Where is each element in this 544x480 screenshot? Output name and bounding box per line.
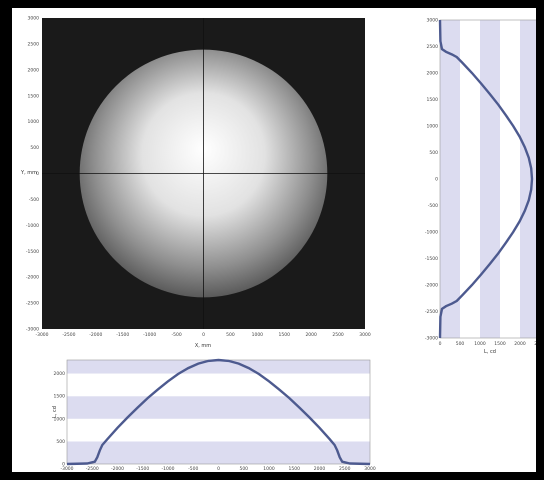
horizontal-profile-x-tick-label: -2500 <box>86 466 99 472</box>
vertical-profile-y-tick-label: 3000 <box>427 18 439 24</box>
vertical-profile-y-tick-label: 2000 <box>427 71 439 77</box>
horizontal-profile-y-tick-label: 1000 <box>54 416 66 422</box>
horizontal-profile-x-ticks: -3000 -2500 -2000 -1500 -1000 -500 0 500 1000 150… <box>60 466 375 472</box>
heatmap-y-tick-label: -1000 <box>26 223 39 229</box>
heatmap-y-ticks: 3000 2500 2000 1500 1000 500 0 -500 -1000 -1500 -2… <box>26 16 39 333</box>
heatmap-y-tick-label: -2500 <box>26 301 39 307</box>
horizontal-profile-panel: -3000 -2500 -2000 -1500 -1000 -500 0 500 1000 150… <box>52 358 376 472</box>
horizontal-profile-line <box>66 358 371 466</box>
vertical-profile-band <box>480 20 500 338</box>
vertical-profile-x-axis-label: L, cd <box>484 349 496 355</box>
vertical-profile-band <box>520 20 536 338</box>
horizontal-profile-x-tick-label: 2500 <box>339 466 351 472</box>
heatmap-y-tick-label: -1500 <box>26 249 39 255</box>
heatmap-y-tick-label: -3000 <box>26 327 39 333</box>
heatmap-y-tick-label: 1500 <box>28 93 40 99</box>
horizontal-profile-x-tick-label: 1000 <box>263 466 275 472</box>
vertical-profile-y-tick-label: -1000 <box>425 230 438 236</box>
horizontal-profile-x-tick-label: 0 <box>217 466 220 472</box>
vertical-profile-band <box>500 20 520 338</box>
horizontal-profile-y-tick-label: 0 <box>62 462 65 468</box>
horizontal-profile-band <box>67 373 370 397</box>
heatmap-x-tick-label: 1000 <box>252 332 264 338</box>
horizontal-profile-band <box>67 396 370 419</box>
heatmap-y-tick-label: 0 <box>36 171 39 177</box>
vertical-profile-y-ticks: 3000 2500 2000 1500 1000 500 0 -500 -1000 -1500 -2… <box>425 18 438 342</box>
horizontal-profile-y-tick-label: 500 <box>56 439 65 445</box>
heatmap-x-tick-label: 0 <box>202 332 205 338</box>
heatmap-x-tick-label: -500 <box>171 332 181 338</box>
heatmap-x-tick-label: 3000 <box>359 332 371 338</box>
vertical-profile-y-tick-label: 2500 <box>427 44 439 50</box>
vertical-profile-x-ticks: 0 500 1000 1500 2000 2500 <box>439 341 536 347</box>
figure: X, mm Y, mm -3000 -2500 -2000 -1500 -1000 -50… <box>20 16 536 472</box>
vertical-profile-bands <box>440 20 536 338</box>
heatmap-y-tick-label: -2000 <box>26 275 39 281</box>
horizontal-profile-bands <box>67 360 370 464</box>
vertical-profile-x-tick-label: 1000 <box>474 341 486 347</box>
horizontal-profile-x-tick-label: -3000 <box>60 466 73 472</box>
heatmap-y-axis-label: Y, mm <box>20 170 37 176</box>
vertical-profile-y-tick-label: 500 <box>429 150 438 156</box>
vertical-profile-panel: 0 500 1000 1500 2000 2500 3000 2500 2000 1500 100… <box>425 18 536 355</box>
vertical-profile-band <box>460 20 480 338</box>
horizontal-profile-x-tick-label: -500 <box>188 466 198 472</box>
horizontal-profile-band <box>67 441 370 464</box>
vertical-profile-band <box>440 20 460 338</box>
heatmap-x-tick-label: 1500 <box>279 332 291 338</box>
vertical-profile-border <box>439 19 536 339</box>
vertical-profile-x-tick-label: 2500 <box>534 341 536 347</box>
vertical-profile-y-tick-label: 1500 <box>427 97 439 103</box>
horizontal-profile-band <box>67 418 370 442</box>
vertical-profile-x-tick-label: 1500 <box>494 341 506 347</box>
heatmap-y-tick-label: -500 <box>29 197 39 203</box>
horizontal-profile-x-tick-label: 500 <box>239 466 248 472</box>
horizontal-profile-x-tick-label: 2000 <box>314 466 326 472</box>
vertical-profile-y-tick-label: 0 <box>435 177 438 183</box>
spot-heatmap-panel: X, mm Y, mm -3000 -2500 -2000 -1500 -1000 -50… <box>20 16 371 350</box>
heatmap-x-tick-label: 2500 <box>332 332 344 338</box>
vertical-profile-y-tick-label: -2500 <box>425 309 438 315</box>
horizontal-profile-x-tick-label: -1000 <box>161 466 174 472</box>
vertical-profile-line <box>438 19 534 339</box>
vertical-profile-x-tick-label: 500 <box>456 341 465 347</box>
heatmap-x-tick-label: -2000 <box>89 332 102 338</box>
heatmap-y-tick-label: 3000 <box>28 16 40 22</box>
heatmap-x-tick-label: -1500 <box>116 332 129 338</box>
vertical-profile-x-tick-label: 0 <box>439 341 442 347</box>
heatmap-x-tick-label: 500 <box>226 332 235 338</box>
horizontal-profile-x-tick-label: -1500 <box>136 466 149 472</box>
horizontal-profile-y-axis-label: L, cd <box>52 406 58 418</box>
vertical-profile-y-tick-label: -500 <box>428 203 438 209</box>
heatmap-y-tick-label: 1000 <box>28 119 40 125</box>
vertical-profile-y-tick-label: -2000 <box>425 283 438 289</box>
heatmap-x-ticks: -3000 -2500 -2000 -1500 -1000 -500 0 500 1000 150… <box>35 332 370 338</box>
vertical-profile-y-tick-label: -3000 <box>425 336 438 342</box>
horizontal-profile-band <box>67 360 370 374</box>
horizontal-profile-x-tick-label: 3000 <box>364 466 376 472</box>
heatmap-x-tick-label: -3000 <box>35 332 48 338</box>
horizontal-profile-x-tick-label: -2000 <box>111 466 124 472</box>
vertical-profile-y-tick-label: 1000 <box>427 124 439 130</box>
vertical-profile-x-tick-label: 2000 <box>514 341 526 347</box>
heatmap-y-tick-label: 500 <box>30 145 39 151</box>
heatmap-x-axis-label: X, mm <box>195 343 211 349</box>
vertical-profile-y-tick-label: -1500 <box>425 256 438 262</box>
horizontal-profile-y-tick-label: 1500 <box>54 394 66 400</box>
horizontal-profile-y-ticks: 0 500 1000 1500 2000 <box>54 371 66 467</box>
heatmap-x-tick-label: -1000 <box>143 332 156 338</box>
heatmap-y-tick-label: 2000 <box>28 67 40 73</box>
heatmap-x-tick-label: -2500 <box>62 332 75 338</box>
heatmap-x-tick-label: 2000 <box>305 332 317 338</box>
horizontal-profile-x-tick-label: 1500 <box>289 466 301 472</box>
horizontal-profile-y-tick-label: 2000 <box>54 371 66 377</box>
heatmap-y-tick-label: 2500 <box>28 41 40 47</box>
figure-frame: X, mm Y, mm -3000 -2500 -2000 -1500 -1000 -50… <box>12 8 536 472</box>
